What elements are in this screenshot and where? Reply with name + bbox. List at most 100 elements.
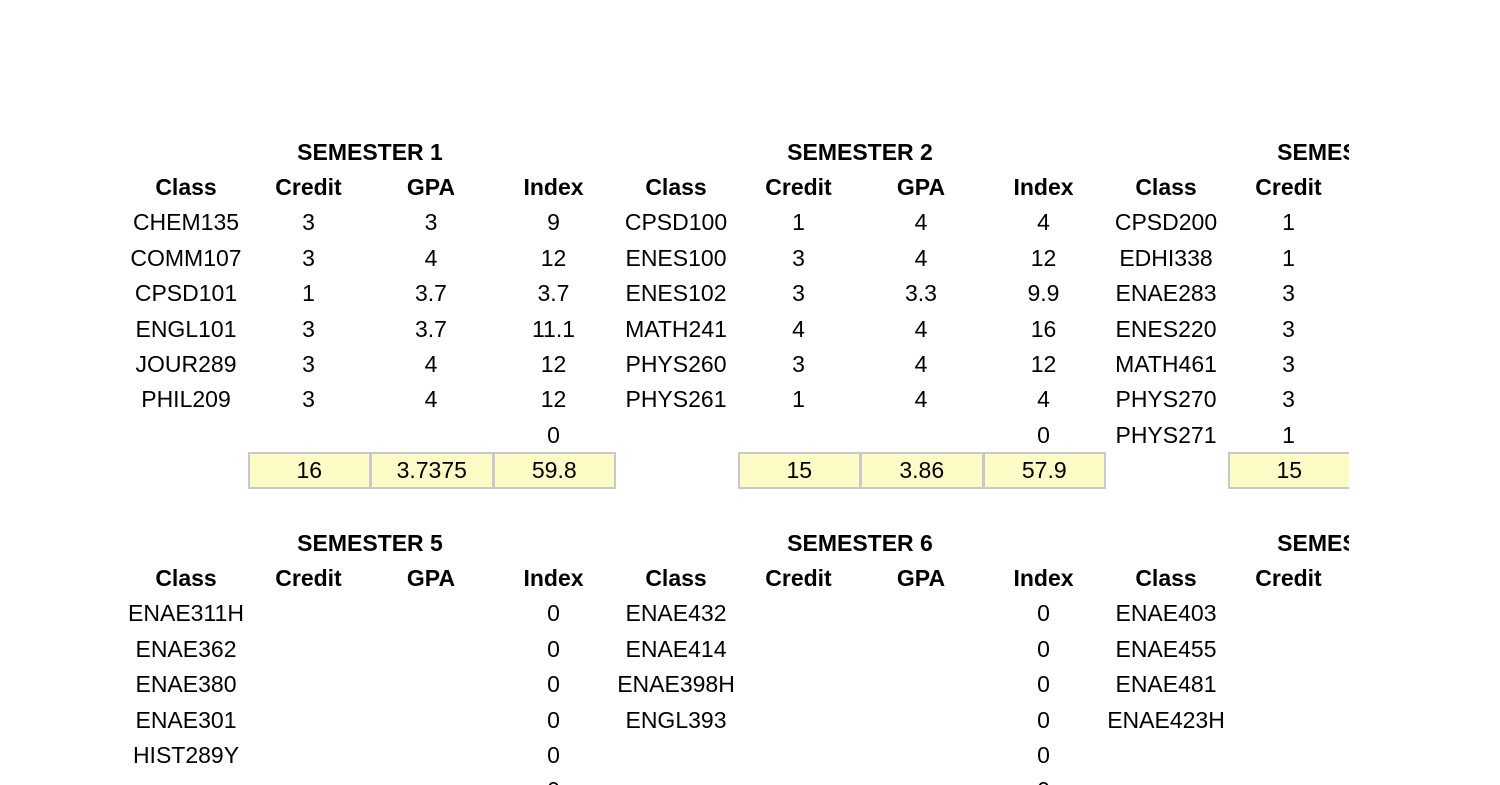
- cell-index[interactable]: 12: [540, 244, 567, 271]
- cell-credit[interactable]: 3: [302, 351, 315, 377]
- cell-class[interactable]: ENES220: [1115, 315, 1217, 342]
- cell-index[interactable]: 12: [1030, 351, 1057, 377]
- cell-gpa[interactable]: [370, 703, 492, 738]
- cell-class[interactable]: EDHI338: [1119, 244, 1213, 271]
- cell-gpa[interactable]: [860, 418, 982, 453]
- cell-gpa[interactable]: 4: [424, 351, 438, 377]
- cell-gpa[interactable]: 4: [914, 315, 928, 342]
- cell-gpa[interactable]: 4: [424, 244, 438, 271]
- cell-gpa[interactable]: [860, 667, 982, 702]
- cell-class[interactable]: ENAE398H: [617, 671, 735, 698]
- cell-index[interactable]: 9: [547, 209, 560, 236]
- cell-class[interactable]: PHYS270: [1115, 386, 1217, 413]
- cell-index[interactable]: 0: [493, 773, 615, 785]
- cell-index[interactable]: 0: [1037, 635, 1050, 662]
- cell-index[interactable]: 0: [1037, 421, 1050, 448]
- cell-index[interactable]: 0: [547, 706, 560, 733]
- cell-credit[interactable]: 3: [792, 351, 805, 377]
- cell-credit[interactable]: [1228, 738, 1350, 773]
- cell-credit[interactable]: [1228, 632, 1350, 667]
- cell-credit[interactable]: 1: [1282, 421, 1295, 448]
- cell-credit[interactable]: [248, 703, 370, 738]
- cell-gpa[interactable]: 3.7: [415, 280, 447, 307]
- cell-credit[interactable]: 1: [792, 209, 805, 236]
- cell-class[interactable]: ENAE380: [135, 671, 237, 698]
- cell-index[interactable]: 12: [540, 351, 567, 377]
- cell-gpa[interactable]: [370, 632, 492, 667]
- cell-gpa[interactable]: 4: [914, 244, 928, 271]
- cell-class[interactable]: CHEM135: [132, 209, 240, 236]
- cell-class[interactable]: [615, 773, 737, 785]
- cell-class[interactable]: JOUR289: [135, 351, 237, 377]
- cell-index[interactable]: 9.9: [1027, 280, 1060, 307]
- cell-gpa[interactable]: 4: [424, 386, 438, 413]
- cell-index[interactable]: 3.7: [537, 280, 570, 307]
- cell-index[interactable]: 0: [1037, 600, 1050, 627]
- cell-index[interactable]: 4: [1037, 209, 1050, 236]
- cell-credit[interactable]: 3: [302, 209, 315, 236]
- cell-class[interactable]: ENAE283: [1115, 280, 1217, 307]
- cell-credit[interactable]: [1228, 667, 1350, 702]
- cell-index[interactable]: 0: [1037, 706, 1050, 733]
- cell-index[interactable]: 0: [547, 600, 560, 627]
- cell-index[interactable]: 0: [1037, 742, 1050, 768]
- cell-class[interactable]: [125, 773, 247, 785]
- cell-class[interactable]: [125, 418, 247, 453]
- cell-credit[interactable]: 3: [302, 386, 315, 413]
- cell-credit[interactable]: 1: [1282, 244, 1295, 271]
- cell-index[interactable]: 4: [1037, 386, 1050, 413]
- total-gpa-cell[interactable]: 3.86: [860, 452, 984, 490]
- cell-index[interactable]: 0: [983, 773, 1105, 785]
- cell-class[interactable]: ENAE362: [135, 635, 237, 662]
- cell-class[interactable]: [615, 738, 737, 773]
- cell-index[interactable]: 0: [547, 421, 560, 448]
- cell-class[interactable]: ENAE311H: [128, 600, 244, 627]
- cell-index[interactable]: 12: [540, 386, 567, 413]
- total-gpa-cell[interactable]: 3.7375: [370, 452, 494, 490]
- cell-gpa[interactable]: [860, 703, 982, 738]
- cell-class[interactable]: COMM107: [130, 244, 242, 271]
- cell-class[interactable]: PHYS261: [625, 386, 727, 413]
- cell-class[interactable]: ENAE455: [1115, 635, 1217, 662]
- cell-index[interactable]: 0: [547, 635, 560, 662]
- cell-credit[interactable]: [1228, 703, 1350, 738]
- cell-class[interactable]: ENGL101: [135, 315, 237, 342]
- cell-gpa[interactable]: [370, 418, 492, 453]
- cell-credit[interactable]: 3: [302, 244, 315, 271]
- cell-credit[interactable]: [248, 738, 370, 773]
- cell-index[interactable]: 11.1: [531, 315, 576, 342]
- cell-class[interactable]: MATH461: [1115, 351, 1217, 377]
- cell-credit[interactable]: [738, 773, 860, 785]
- cell-class[interactable]: ENES100: [625, 244, 727, 271]
- cell-index[interactable]: 0: [547, 671, 560, 698]
- cell-class[interactable]: [1105, 773, 1227, 785]
- cell-credit[interactable]: 1: [302, 280, 315, 307]
- cell-class[interactable]: PHYS271: [1115, 421, 1217, 448]
- cell-credit[interactable]: [738, 632, 860, 667]
- cell-credit[interactable]: [248, 632, 370, 667]
- cell-credit[interactable]: 3: [1282, 351, 1295, 377]
- cell-gpa[interactable]: 4: [914, 209, 928, 236]
- cell-credit[interactable]: [1228, 596, 1350, 631]
- total-index-cell[interactable]: 57.9: [982, 452, 1106, 490]
- cell-credit[interactable]: [1228, 773, 1350, 785]
- cell-class[interactable]: ENAE432: [625, 600, 727, 627]
- cell-class[interactable]: CPSD101: [134, 280, 238, 307]
- cell-credit[interactable]: 1: [1282, 209, 1295, 236]
- cell-class[interactable]: ENAE423H: [1107, 706, 1225, 733]
- cell-gpa[interactable]: 3.3: [905, 280, 937, 307]
- cell-credit[interactable]: 3: [792, 280, 805, 307]
- cell-credit[interactable]: [738, 418, 860, 453]
- cell-class[interactable]: ENAE301: [135, 706, 237, 733]
- cell-gpa[interactable]: [370, 667, 492, 702]
- cell-credit[interactable]: [248, 667, 370, 702]
- cell-class[interactable]: PHYS260: [625, 351, 727, 377]
- cell-gpa[interactable]: 3.7: [415, 315, 447, 342]
- cell-credit[interactable]: [248, 773, 370, 785]
- cell-gpa[interactable]: [860, 596, 982, 631]
- cell-credit[interactable]: 3: [1282, 280, 1295, 307]
- cell-class[interactable]: PHIL209: [141, 386, 231, 413]
- cell-credit[interactable]: [248, 596, 370, 631]
- cell-credit[interactable]: 3: [792, 244, 805, 271]
- cell-class[interactable]: MATH241: [625, 315, 727, 342]
